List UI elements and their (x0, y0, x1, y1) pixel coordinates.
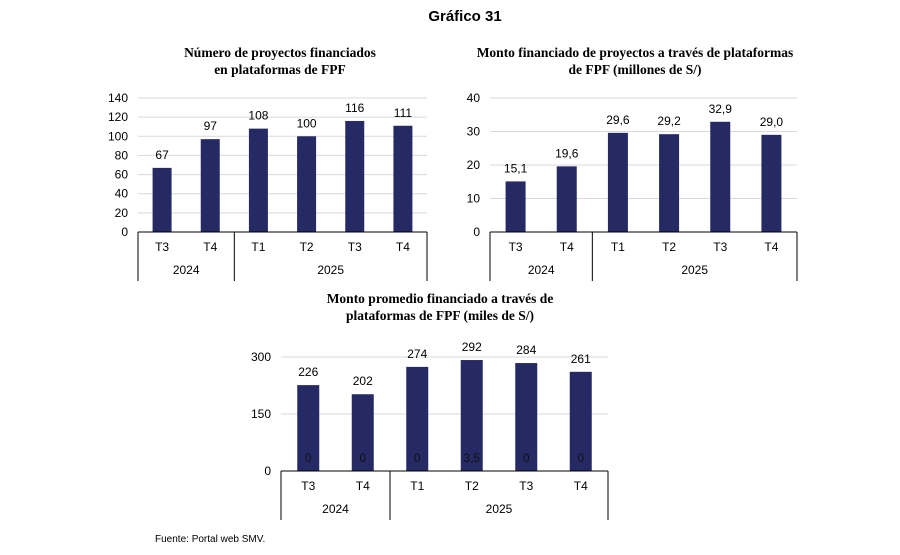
y-tick-label: 0 (473, 225, 480, 239)
inner-data-label: 0 (523, 451, 530, 465)
chart-1-title: Número de proyectos financiados en plata… (120, 44, 440, 78)
chart-3-title-line: Monto promedio financiado a través de (326, 291, 554, 306)
x-category-label: T2 (300, 240, 314, 254)
y-tick-label: 40 (115, 187, 129, 201)
bar (297, 385, 320, 471)
bar (406, 366, 429, 471)
bar (607, 132, 628, 232)
x-category-label: T3 (519, 479, 533, 493)
x-category-label: T4 (560, 240, 574, 254)
figure-title: Gráfico 31 (428, 8, 502, 25)
y-tick-label: 100 (108, 129, 128, 143)
data-label: 29,2 (657, 114, 681, 128)
bar (556, 166, 577, 232)
chart-2-title-line: de FPF (millones de S/) (568, 62, 702, 77)
chart-3-title: Monto promedio financiado a través de pl… (280, 290, 600, 324)
x-category-label: T3 (509, 240, 523, 254)
x-category-label: T1 (251, 240, 265, 254)
y-tick-label: 10 (467, 192, 481, 206)
data-label: 284 (516, 343, 536, 357)
x-category-label: T2 (662, 240, 676, 254)
x-category-label: T4 (203, 240, 217, 254)
y-tick-label: 60 (115, 168, 129, 182)
data-label: 29,6 (606, 113, 630, 127)
inner-data-label: 0 (359, 451, 366, 465)
y-tick-label: 20 (115, 206, 129, 220)
bar (659, 134, 680, 232)
bar (297, 136, 317, 232)
bar (152, 167, 172, 232)
y-tick-label: 20 (467, 158, 481, 172)
y-tick-label: 150 (251, 407, 271, 421)
chart-1-title-line: en plataformas de FPF (214, 62, 346, 77)
bar (351, 394, 374, 471)
chart-3-title-line: plataformas de FPF (miles de S/) (345, 308, 535, 323)
inner-data-label: 0 (414, 451, 421, 465)
data-label: 111 (394, 106, 413, 120)
data-label: 202 (353, 374, 373, 388)
data-label: 15,1 (504, 161, 528, 175)
source-note: Fuente: Portal web SMV. (155, 534, 266, 545)
data-label: 108 (248, 109, 268, 123)
x-group-label: 2025 (681, 263, 708, 277)
inner-data-label: 0 (305, 451, 312, 465)
y-tick-label: 140 (108, 91, 128, 105)
x-category-label: T4 (574, 479, 588, 493)
data-label: 226 (298, 365, 318, 379)
chart-2-title-line: Monto financiado de proyectos a través d… (476, 45, 794, 60)
y-tick-label: 30 (467, 125, 481, 139)
y-tick-label: 0 (264, 464, 271, 478)
data-label: 97 (204, 119, 218, 133)
chart-2-title: Monto financiado de proyectos a través d… (455, 44, 815, 78)
data-label: 29,0 (760, 115, 784, 129)
inner-data-label: 3,5 (463, 451, 480, 465)
inner-data-label: 0 (577, 451, 584, 465)
bar (569, 371, 592, 471)
data-label: 100 (297, 116, 317, 130)
bar (460, 360, 483, 471)
y-tick-label: 40 (467, 91, 481, 105)
x-category-label: T1 (410, 479, 424, 493)
x-category-label: T3 (301, 479, 315, 493)
y-tick-label: 0 (121, 225, 128, 239)
x-category-label: T1 (611, 240, 625, 254)
y-tick-label: 120 (108, 110, 128, 124)
bar (345, 120, 365, 232)
bar (248, 128, 268, 232)
data-label: 19,6 (555, 146, 579, 160)
bar (505, 181, 526, 232)
y-tick-label: 80 (115, 148, 129, 162)
x-category-label: T3 (348, 240, 362, 254)
x-group-label: 2024 (528, 263, 555, 277)
data-label: 67 (155, 148, 169, 162)
x-group-label: 2024 (173, 263, 200, 277)
bar (515, 363, 538, 471)
bar (761, 134, 782, 232)
x-group-label: 2025 (486, 502, 513, 516)
x-category-label: T3 (155, 240, 169, 254)
data-label: 261 (571, 352, 591, 366)
bar (200, 139, 220, 232)
x-category-label: T2 (465, 479, 479, 493)
data-label: 274 (407, 347, 427, 361)
data-label: 32,9 (709, 102, 733, 116)
x-category-label: T4 (356, 479, 370, 493)
x-category-label: T4 (396, 240, 410, 254)
data-label: 116 (345, 101, 364, 115)
x-group-label: 2024 (322, 502, 349, 516)
x-group-label: 2025 (317, 263, 344, 277)
y-tick-label: 300 (251, 350, 271, 364)
x-category-label: T3 (713, 240, 727, 254)
chart-1-title-line: Número de proyectos financiados (184, 45, 376, 60)
data-label: 292 (462, 340, 482, 354)
bar (710, 121, 731, 232)
x-category-label: T4 (764, 240, 778, 254)
bar (393, 125, 413, 232)
